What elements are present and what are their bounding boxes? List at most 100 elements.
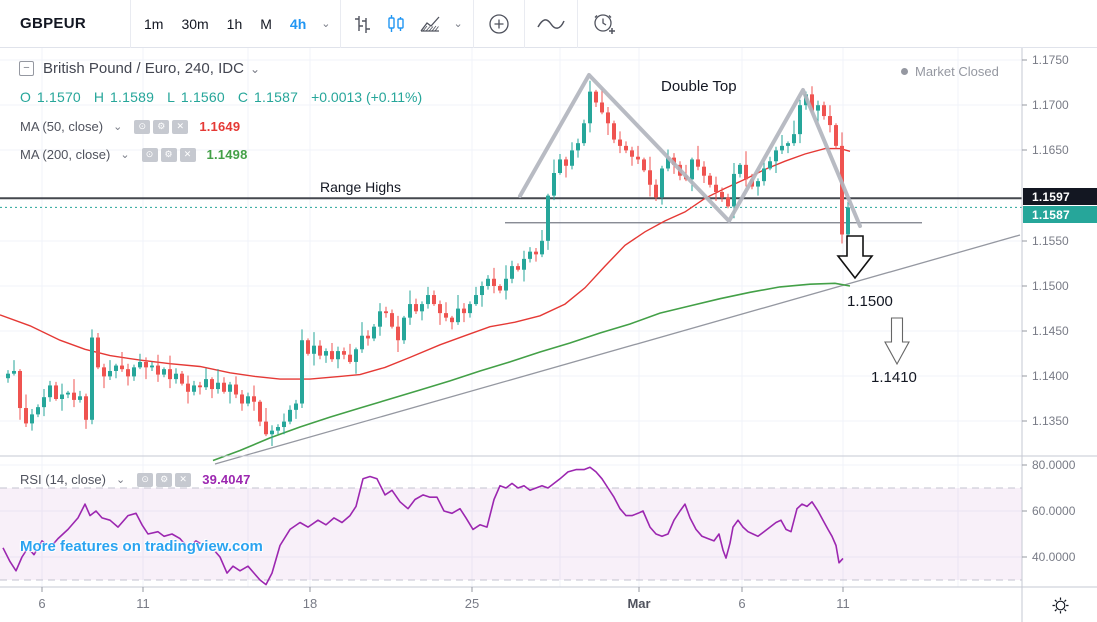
indicator-gear-icon[interactable]: ⚙ <box>156 472 173 487</box>
candle <box>6 370 10 383</box>
candle <box>594 89 598 108</box>
indicator-row-ma200: MA (200, close) ⌄ ⊙ ⚙ ✕ 1.1498 <box>20 147 248 162</box>
interval-button-30m[interactable]: 30m <box>181 15 209 32</box>
high-label: H <box>93 89 105 105</box>
price-target-2-annotation[interactable]: 1.1410 <box>871 369 917 386</box>
indicator-gear-icon[interactable]: ⚙ <box>160 147 177 162</box>
candle <box>156 354 160 382</box>
candle <box>108 360 112 381</box>
change-value: +0.0013 (+0.11%) <box>311 89 423 105</box>
candle <box>276 424 280 435</box>
compare-plus-icon[interactable] <box>478 5 520 43</box>
indicator-eye-icon[interactable]: ⊙ <box>137 472 154 487</box>
symbol-name[interactable]: GBPEUR <box>20 15 86 32</box>
indicator-row-rsi: RSI (14, close) ⌄ ⊙ ⚙ ✕ 39.4047 <box>20 472 251 487</box>
indicator-eye-icon[interactable]: ⊙ <box>134 119 151 134</box>
candle <box>24 394 28 428</box>
candle <box>252 385 256 411</box>
price-axis-label: 1.1350 <box>1032 414 1069 428</box>
candle <box>294 399 298 419</box>
interval-button-1h[interactable]: 1h <box>226 15 243 32</box>
candle <box>132 364 136 381</box>
indicator-close-icon[interactable]: ✕ <box>179 147 196 162</box>
indicator-chevron-down-icon[interactable]: ⌄ <box>113 121 123 133</box>
candle <box>84 393 88 429</box>
tradingview-watermark[interactable]: More features on tradingview.com <box>20 538 263 555</box>
indicator-chevron-down-icon[interactable]: ⌄ <box>120 149 130 161</box>
candle <box>54 381 58 401</box>
candle <box>816 100 820 123</box>
toolbar-separator <box>129 0 131 48</box>
candle <box>582 119 586 146</box>
candle <box>402 315 406 344</box>
candle <box>378 303 382 336</box>
candle <box>396 315 400 352</box>
alert-clock-icon[interactable] <box>582 5 628 43</box>
candle <box>456 295 460 325</box>
down-arrow-drawing[interactable] <box>884 317 910 366</box>
interval-button-M[interactable]: M <box>260 15 272 32</box>
curve-line-icon[interactable] <box>529 5 573 43</box>
candle <box>786 141 790 154</box>
candle <box>36 404 40 418</box>
price-axis-label: 1.1400 <box>1032 369 1069 383</box>
price-axis-label: 1.1750 <box>1032 53 1069 67</box>
area-chart-icon[interactable] <box>413 5 447 43</box>
time-axis-label: 18 <box>302 596 318 611</box>
indicator-gear-icon[interactable]: ⚙ <box>153 119 170 134</box>
candle <box>474 286 478 306</box>
indicator-chevron-down-icon[interactable]: ⌄ <box>115 474 126 486</box>
interval-button-4h[interactable]: 4h <box>289 15 307 32</box>
ma50-line <box>0 147 851 380</box>
candle <box>240 389 244 411</box>
candle <box>636 145 640 164</box>
legend-collapse-button[interactable]: − <box>19 61 34 76</box>
candle <box>708 173 712 188</box>
chart-style-chevron-down-icon[interactable]: ⌄ <box>453 18 463 30</box>
candle <box>12 360 16 376</box>
indicator-name[interactable]: MA (50, close) <box>20 119 104 134</box>
candle <box>66 390 70 399</box>
indicator-close-icon[interactable]: ✕ <box>172 119 189 134</box>
bars-icon[interactable] <box>345 5 379 43</box>
candle <box>282 413 286 435</box>
title-chevron-down-icon[interactable]: ⌄ <box>249 61 260 76</box>
candle <box>186 375 190 404</box>
candle <box>768 156 772 171</box>
candle <box>234 376 238 399</box>
trendline-drawing[interactable] <box>214 234 1021 465</box>
legend: − British Pound / Euro, 240, IDC ⌄ <box>19 60 266 77</box>
double-top-annotation[interactable]: Double Top <box>661 78 737 95</box>
candle <box>408 290 412 325</box>
indicator-close-icon[interactable]: ✕ <box>175 472 192 487</box>
candle <box>774 146 778 173</box>
indicator-eye-icon[interactable]: ⊙ <box>141 147 158 162</box>
indicator-name[interactable]: RSI (14, close) <box>20 472 106 487</box>
down-arrow-drawing[interactable] <box>836 235 874 280</box>
candle <box>666 149 670 172</box>
candle <box>432 290 436 306</box>
toolbar-separator <box>576 0 578 48</box>
interval-button-1m[interactable]: 1m <box>143 15 164 32</box>
close-label: C <box>237 89 249 105</box>
ma200-line <box>212 282 851 462</box>
axis-settings-button[interactable] <box>1023 588 1097 622</box>
range-highs-annotation[interactable]: Range Highs <box>320 179 401 195</box>
candle <box>360 322 364 353</box>
rsi-axis-label: 80.0000 <box>1032 458 1076 472</box>
candle <box>48 380 52 402</box>
candle <box>660 165 664 205</box>
candle <box>528 247 532 263</box>
price-axis-label: 1.1450 <box>1032 324 1069 338</box>
candles-icon[interactable] <box>379 5 413 43</box>
candle <box>144 357 148 380</box>
high-value: 1.1589 <box>110 89 155 105</box>
indicator-name[interactable]: MA (200, close) <box>20 147 111 162</box>
interval-chevron-down-icon[interactable]: ⌄ <box>321 18 331 30</box>
candle <box>798 99 802 144</box>
indicator-row-ma50: MA (50, close) ⌄ ⊙ ⚙ ✕ 1.1649 <box>20 119 240 134</box>
price-target-1-annotation[interactable]: 1.1500 <box>847 293 893 310</box>
candle <box>690 157 694 192</box>
double-top-zigzag-drawing[interactable] <box>518 73 862 228</box>
